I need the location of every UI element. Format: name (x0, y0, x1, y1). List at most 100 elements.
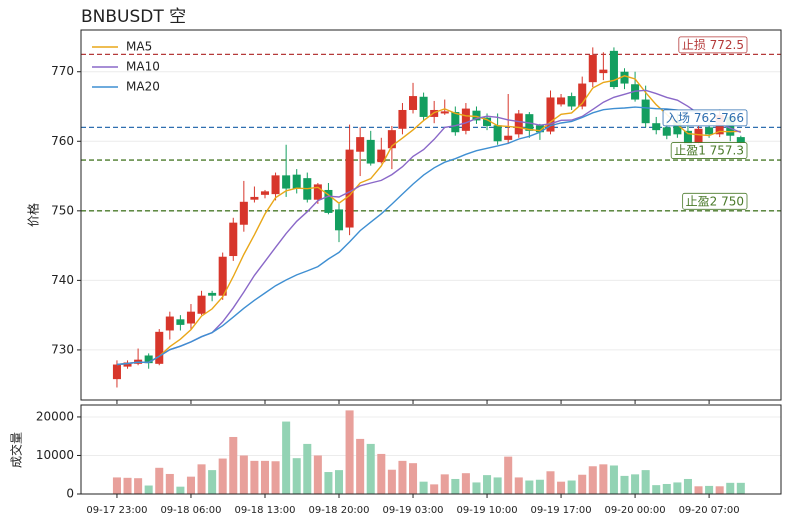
candle-body (271, 175, 280, 195)
level-label-box (662, 109, 748, 127)
volume-bar (260, 460, 270, 494)
candle-body (451, 112, 460, 133)
candle-body (144, 355, 153, 364)
volume-bar (112, 477, 121, 494)
volume-bar (652, 485, 661, 494)
volume-bar (620, 475, 629, 494)
volume-bar (726, 482, 735, 494)
volume-bar (218, 458, 227, 494)
volume-bar (472, 482, 481, 494)
price-frame (80, 29, 782, 401)
level-label: 入场 762-766 (666, 111, 744, 125)
volume-bar (123, 477, 132, 494)
volume-bar (345, 410, 354, 494)
candle-body (292, 174, 301, 189)
candle-body (736, 137, 745, 143)
volume-bar (292, 458, 301, 494)
y-axis-label: 价格 (26, 203, 41, 227)
volume-bar (377, 453, 386, 494)
candle-body (546, 97, 555, 132)
candle-body (409, 96, 418, 110)
volume-bar (239, 455, 248, 494)
volume-bar (398, 460, 407, 494)
y-tick-label: 0 (66, 487, 74, 501)
y-tick-label: 20000 (36, 409, 74, 423)
candle-body (504, 135, 513, 140)
volume-bar (567, 480, 576, 494)
candle-body (112, 364, 121, 380)
candle-body (155, 331, 164, 364)
candle-body (208, 292, 217, 296)
candle-body (620, 71, 629, 84)
candle-body (514, 113, 523, 135)
candle-body (578, 83, 587, 107)
volume-bar (451, 478, 460, 494)
candle-body (165, 316, 174, 331)
candle-body (366, 139, 375, 164)
volume-bar (493, 477, 502, 494)
volume-bar (303, 443, 312, 494)
y-tick-label: 760 (51, 134, 74, 148)
x-tick-label: 09-20 00:00 (605, 505, 666, 516)
candle-body (282, 175, 291, 189)
volume-bar (525, 480, 534, 494)
candle-body (461, 108, 470, 131)
volume-bar (409, 463, 418, 494)
volume-bar (387, 469, 396, 494)
legend-label: MA10 (126, 60, 160, 74)
volume-bar (229, 436, 238, 494)
volume-bar (546, 471, 555, 494)
volume-bar (504, 456, 513, 494)
candle-body (250, 196, 259, 200)
candle-body (662, 127, 671, 136)
volume-bar (557, 481, 566, 494)
chart-title: BNBUSDT 空 (81, 7, 186, 27)
volume-bar (715, 486, 724, 494)
candle-body (705, 127, 714, 135)
x-tick-label: 09-18 06:00 (160, 505, 221, 516)
volume-bar (144, 485, 153, 494)
volume-bar (155, 467, 164, 494)
candle-body (609, 50, 618, 88)
volume-bar (282, 421, 291, 494)
volume-bar (313, 455, 322, 494)
candle-body (483, 117, 492, 126)
x-tick-label: 09-18 13:00 (234, 505, 295, 516)
x-tick-label: 09-19 17:00 (531, 505, 592, 516)
x-tick-label: 09-18 20:00 (308, 505, 369, 516)
volume-bar (440, 474, 449, 494)
y-tick-label: 770 (51, 64, 74, 78)
x-tick-label: 09-20 07:00 (679, 505, 740, 516)
candle-body (229, 222, 238, 257)
volume-bar (134, 478, 143, 494)
candle-body (387, 130, 396, 149)
volume-bar (334, 470, 344, 494)
volume-bar (208, 470, 217, 494)
level-label-box (670, 142, 748, 159)
candle-body (345, 149, 354, 228)
legend-label: MA5 (126, 40, 152, 54)
volume-bar (176, 486, 185, 494)
plot-layer: 730 740 750 760 770 0 10000 20000 MA5 MA10 MA20 止损 … (36, 36, 781, 516)
candle-body (726, 116, 735, 136)
candle-body (313, 184, 322, 200)
y-tick-label: 10000 (36, 448, 74, 462)
volume-bar (588, 466, 597, 494)
volume-bar (366, 443, 375, 494)
y-axis-label: 成交量 (9, 432, 24, 468)
candle-body (218, 256, 227, 296)
candle-body (123, 362, 132, 367)
volume-bar (324, 472, 333, 494)
volume-bar (419, 481, 428, 494)
volume-bar (271, 461, 280, 494)
volume-frame (80, 404, 782, 495)
candle-body (472, 110, 481, 121)
volume-bar (483, 475, 492, 494)
level-label: 止盈1 757.3 (674, 144, 744, 158)
x-tick-label: 09-19 03:00 (382, 505, 443, 516)
level-label: 止盈2 750 (686, 194, 744, 208)
volume-bar (165, 473, 174, 494)
volume-bar (683, 478, 692, 494)
candle-body (599, 69, 608, 74)
ma-line (116, 89, 742, 366)
